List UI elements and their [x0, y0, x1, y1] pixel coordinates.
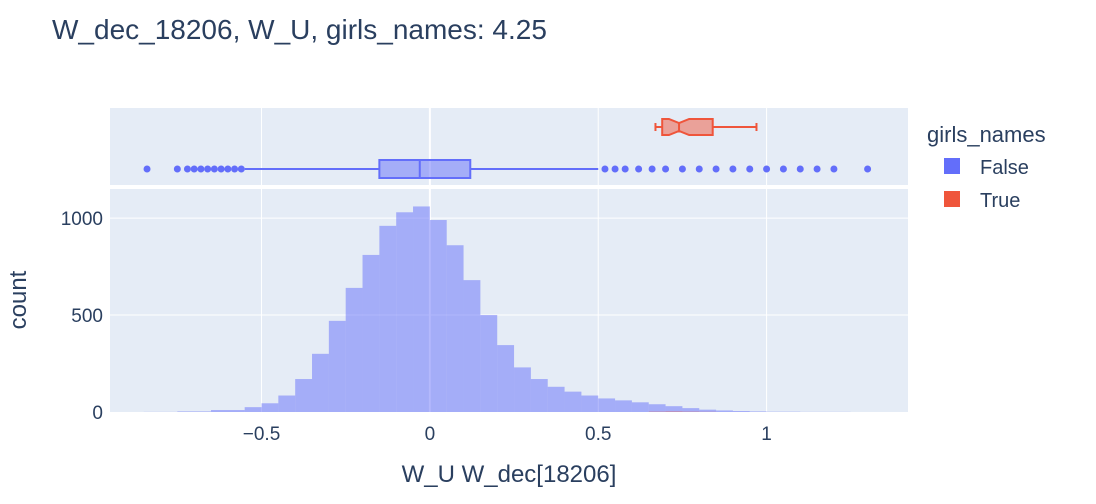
histogram-bar-false: [497, 345, 515, 412]
y-tick-label: 1000: [61, 209, 103, 230]
histogram-bar-false: [211, 410, 245, 412]
x-tick-label: 0.5: [585, 424, 611, 445]
box-body-false: [378, 159, 472, 179]
box-outlier-point-false: [601, 165, 609, 173]
histogram-bar-false: [514, 367, 531, 412]
legend-swatch-false: [944, 158, 960, 174]
histogram-bar-false: [328, 320, 346, 412]
legend-item-true[interactable]: True: [944, 190, 1020, 212]
box-outlier-point-false: [695, 165, 703, 173]
box-outlier-point-false: [611, 165, 619, 173]
box-outlier-point-false: [237, 165, 245, 173]
box-panel-background: [110, 108, 908, 185]
histogram-bar-false: [615, 400, 632, 412]
x-tick-label: 1: [761, 424, 772, 445]
x-axis-label: W_U W_dec[18206]: [402, 461, 617, 488]
box-outlier-point-false: [635, 165, 643, 173]
x-tick-label: −0.5: [243, 424, 281, 445]
box-outlier-point-false: [204, 165, 212, 173]
histogram-bar-false: [564, 391, 582, 412]
histogram-bar-false: [413, 206, 430, 412]
histogram-bar-false: [463, 280, 481, 412]
y-tick-label: 0: [92, 403, 103, 424]
histogram-bar-false: [278, 395, 296, 412]
histogram-bar-false: [682, 408, 700, 412]
histogram-bar-false: [547, 386, 565, 412]
histogram-bar-false: [631, 402, 649, 412]
box-outlier-point-false: [190, 165, 198, 173]
histogram-bar-false: [429, 220, 447, 412]
histogram-bar-false: [581, 395, 599, 412]
legend-label-true: True: [980, 190, 1020, 212]
chart-title: W_dec_18206, W_U, girls_names: 4.25: [52, 14, 547, 45]
box-outlier-point-false: [648, 165, 656, 173]
histogram-bar-false: [732, 411, 750, 412]
box-outlier-point-false: [830, 165, 838, 173]
x-tick-label: 0: [425, 424, 436, 445]
histogram-bar-false: [379, 225, 397, 412]
histogram-bar-true: [665, 411, 683, 412]
histogram-bar-false: [362, 254, 380, 412]
box-outlier-point-false: [712, 165, 720, 173]
box-outlier-point-false: [173, 165, 181, 173]
box-outlier-point-false: [621, 165, 629, 173]
box-outlier-point-false: [231, 165, 239, 173]
legend[interactable]: girls_names False True: [927, 122, 1046, 212]
box-outlier-point-false: [813, 165, 821, 173]
legend-title: girls_names: [927, 122, 1046, 147]
histogram-bar-false: [480, 315, 498, 412]
legend-swatch-true: [944, 191, 960, 207]
box-outlier-point-false: [779, 165, 787, 173]
histogram-bar-false: [396, 212, 414, 412]
box-outlier-point-false: [224, 165, 232, 173]
box-plots: [143, 118, 872, 179]
legend-item-false[interactable]: False: [944, 157, 1029, 179]
histogram-bar-false: [530, 379, 548, 412]
box-body-true: [661, 118, 714, 136]
box-outlier-point-false: [662, 165, 670, 173]
box-outlier-point-false: [197, 165, 205, 173]
histogram-bar-false: [261, 403, 279, 412]
histogram-bar-false: [345, 287, 363, 412]
histogram-bar-false: [665, 406, 683, 412]
box-outlier-point-false: [183, 165, 191, 173]
box-outlier-point-false: [864, 165, 872, 173]
histogram-bar-false: [749, 411, 767, 412]
histogram-bar-false: [312, 353, 329, 412]
legend-label-false: False: [980, 157, 1029, 179]
box-outlier-point-false: [763, 165, 771, 173]
histogram-bar-false: [699, 409, 717, 412]
box-outlier-point-false: [143, 165, 151, 173]
box-outlier-point-false: [746, 165, 754, 173]
histogram-bar-false: [446, 245, 464, 412]
box-outlier-point-false: [796, 165, 804, 173]
histogram-bars: [143, 206, 851, 412]
y-axis-label: count: [5, 270, 32, 329]
box-outlier-point-false: [729, 165, 737, 173]
histogram-bar-false: [295, 379, 313, 412]
histogram-bar-false: [648, 404, 666, 412]
box-outlier-point-false: [217, 165, 225, 173]
histogram-bar-false: [177, 411, 212, 412]
y-tick-label: 500: [71, 306, 103, 327]
box-outlier-point-false: [678, 165, 686, 173]
axis-ticks: −0.5 0 0.5 1 0 500 1000: [61, 209, 772, 445]
histogram-bar-false: [244, 407, 262, 412]
histogram-bar-false: [716, 410, 733, 412]
histogram-bar-false: [598, 398, 616, 412]
box-outlier-point-false: [210, 165, 218, 173]
